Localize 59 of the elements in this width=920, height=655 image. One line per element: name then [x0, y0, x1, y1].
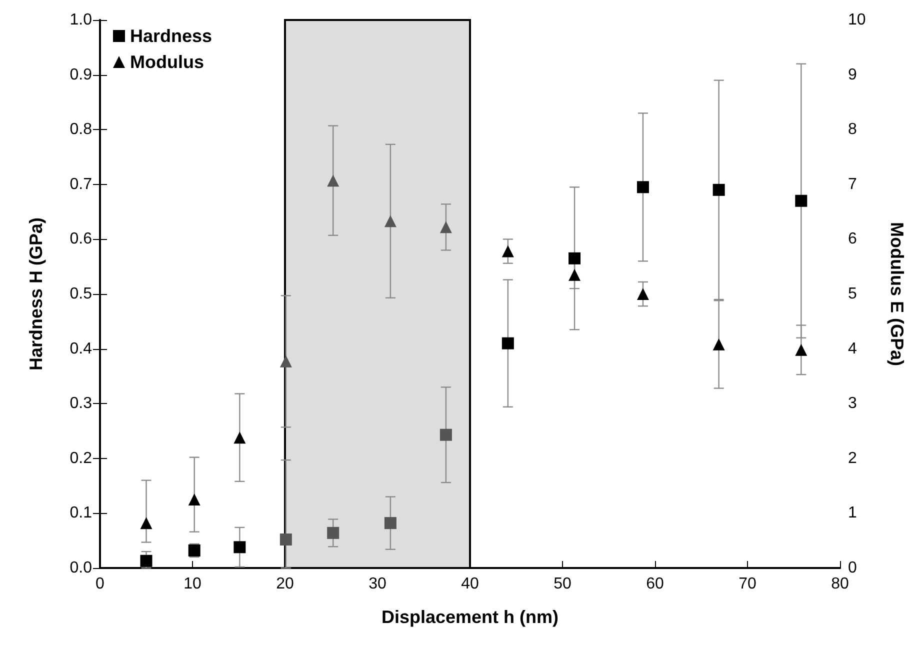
y2-tick-label: 1: [848, 504, 857, 522]
y2-tick-label: 5: [848, 286, 857, 302]
point: [795, 344, 808, 356]
y2-tick-label: 4: [848, 340, 857, 358]
point: [636, 288, 649, 300]
x-tick-label: 80: [831, 576, 849, 592]
x-tick-label: 10: [184, 576, 202, 592]
point: [234, 541, 246, 554]
x-tick-label: 20: [276, 576, 294, 592]
y2-tick-label: 9: [848, 66, 857, 84]
y-tick-label: 0.4: [70, 340, 92, 358]
point: [327, 174, 340, 187]
point: [440, 221, 452, 234]
y-tick-label: 1.0: [70, 12, 92, 28]
y2-tick-label: 0: [848, 560, 857, 576]
y2-tick-label: 10: [848, 12, 866, 28]
point: [568, 252, 581, 264]
point: [140, 554, 152, 567]
x-tick-label: 70: [738, 576, 756, 592]
y2-tick-label: 8: [848, 121, 857, 138]
y2-tick-label: 6: [848, 230, 857, 248]
y-tick-label: 0.3: [70, 395, 92, 412]
y2-tick-label: 2: [848, 450, 857, 467]
y2-tick-label: 7: [848, 176, 857, 193]
x-tick-label: 30: [368, 576, 386, 592]
legend-label: Modulus: [130, 52, 204, 72]
x-tick-label: 40: [461, 576, 479, 592]
y2-tick-label: 3: [848, 395, 857, 412]
point: [568, 268, 581, 281]
point: [188, 494, 200, 506]
point: [140, 517, 152, 530]
y2-axis-title: Modulus E (GPa): [887, 222, 907, 366]
point: [280, 355, 292, 368]
x-tick-label: 50: [554, 576, 572, 592]
point: [234, 432, 246, 444]
x-axis-title: Displacement h (nm): [381, 607, 559, 627]
y-tick-label: 0.0: [70, 560, 92, 576]
y-tick-label: 0.5: [70, 286, 92, 302]
point: [440, 428, 452, 441]
y-tick-label: 0.7: [70, 176, 92, 193]
point: [636, 181, 649, 194]
x-tick-label: 60: [646, 576, 664, 592]
point: [384, 517, 396, 530]
point: [384, 215, 396, 228]
point: [502, 245, 514, 258]
x-tick-label: 0: [96, 576, 105, 592]
y-tick-label: 0.2: [70, 450, 92, 467]
point: [502, 337, 514, 350]
y-axis-title: Hardness H (GPa): [26, 217, 46, 371]
y-tick-label: 0.8: [70, 121, 92, 138]
y-tick-label: 0.9: [70, 66, 92, 84]
point: [712, 338, 725, 350]
y-tick-label: 0.1: [70, 504, 92, 522]
point: [712, 184, 725, 196]
point: [280, 534, 292, 546]
legend-label: Hardness: [130, 26, 212, 46]
point: [795, 194, 808, 207]
y-tick-label: 0.6: [70, 230, 92, 248]
point: [327, 526, 340, 539]
